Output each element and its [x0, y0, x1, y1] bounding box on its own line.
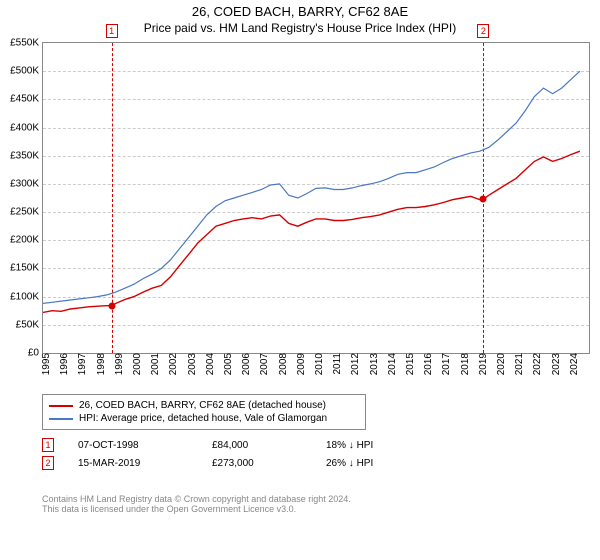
x-tick-label: 2019	[476, 353, 489, 375]
sale-row: 1 07-OCT-1998 £84,000 18% ↓ HPI	[42, 436, 373, 454]
x-tick-label: 1998	[94, 353, 107, 375]
x-tick-label: 1999	[112, 353, 125, 375]
sale-delta: 18% ↓ HPI	[326, 440, 373, 451]
x-tick-label: 2016	[421, 353, 434, 375]
x-tick-label: 2008	[276, 353, 289, 375]
y-tick-label: £500K	[10, 66, 43, 77]
legend-item: 26, COED BACH, BARRY, CF62 8AE (detached…	[49, 399, 359, 412]
x-tick-label: 2013	[367, 353, 380, 375]
sale-price: £84,000	[212, 440, 302, 451]
chart-plot-area: £0£50K£100K£150K£200K£250K£300K£350K£400…	[42, 42, 590, 354]
y-tick-label: £100K	[10, 291, 43, 302]
legend-label: HPI: Average price, detached house, Vale…	[79, 413, 327, 424]
sale-marker-label: 1	[106, 24, 118, 38]
x-tick-label: 2020	[494, 353, 507, 375]
x-tick-label: 2011	[330, 353, 343, 375]
x-tick-label: 1995	[39, 353, 52, 375]
x-tick-label: 2000	[130, 353, 143, 375]
x-tick-label: 2022	[530, 353, 543, 375]
sale-date: 15-MAR-2019	[78, 458, 188, 469]
sale-row-marker: 2	[42, 456, 54, 470]
y-tick-label: £450K	[10, 94, 43, 105]
footer-attribution: Contains HM Land Registry data © Crown c…	[42, 494, 351, 514]
x-tick-label: 2024	[567, 353, 580, 375]
x-tick-label: 2015	[403, 353, 416, 375]
y-tick-label: £550K	[10, 38, 43, 49]
y-tick-label: £150K	[10, 263, 43, 274]
x-tick-label: 2021	[512, 353, 525, 375]
x-tick-label: 2023	[549, 353, 562, 375]
legend-swatch	[49, 418, 73, 420]
legend-box: 26, COED BACH, BARRY, CF62 8AE (detached…	[42, 394, 366, 430]
y-tick-label: £400K	[10, 122, 43, 133]
legend-label: 26, COED BACH, BARRY, CF62 8AE (detached…	[79, 400, 326, 411]
x-tick-label: 2005	[221, 353, 234, 375]
x-tick-label: 2017	[439, 353, 452, 375]
footer-line1: Contains HM Land Registry data © Crown c…	[42, 494, 351, 504]
chart-subtitle: Price paid vs. HM Land Registry's House …	[0, 19, 600, 35]
x-tick-label: 2002	[166, 353, 179, 375]
legend-swatch	[49, 405, 73, 407]
x-tick-label: 2004	[203, 353, 216, 375]
sale-marker-label: 2	[477, 24, 489, 38]
x-tick-label: 1997	[75, 353, 88, 375]
sale-date: 07-OCT-1998	[78, 440, 188, 451]
chart-title: 26, COED BACH, BARRY, CF62 8AE	[0, 0, 600, 19]
x-tick-label: 2012	[348, 353, 361, 375]
footer-line2: This data is licensed under the Open Gov…	[42, 504, 351, 514]
x-tick-label: 2006	[239, 353, 252, 375]
y-tick-label: £300K	[10, 178, 43, 189]
y-tick-label: £200K	[10, 235, 43, 246]
x-tick-label: 2014	[385, 353, 398, 375]
x-tick-label: 2001	[148, 353, 161, 375]
y-tick-label: £350K	[10, 150, 43, 161]
sale-point	[480, 196, 487, 203]
chart-svg	[43, 43, 589, 353]
sale-delta: 26% ↓ HPI	[326, 458, 373, 469]
sales-table: 1 07-OCT-1998 £84,000 18% ↓ HPI 2 15-MAR-2019…	[42, 436, 373, 472]
series-hpi	[43, 71, 580, 303]
x-tick-label: 1996	[57, 353, 70, 375]
sale-row: 2 15-MAR-2019 £273,000 26% ↓ HPI	[42, 454, 373, 472]
legend-item: HPI: Average price, detached house, Vale…	[49, 412, 359, 425]
x-tick-label: 2018	[458, 353, 471, 375]
sale-row-marker: 1	[42, 438, 54, 452]
x-tick-label: 2009	[294, 353, 307, 375]
sale-point	[108, 302, 115, 309]
y-tick-label: £250K	[10, 207, 43, 218]
y-tick-label: £50K	[16, 319, 43, 330]
x-tick-label: 2010	[312, 353, 325, 375]
x-tick-label: 2003	[185, 353, 198, 375]
sale-price: £273,000	[212, 458, 302, 469]
x-tick-label: 2007	[257, 353, 270, 375]
